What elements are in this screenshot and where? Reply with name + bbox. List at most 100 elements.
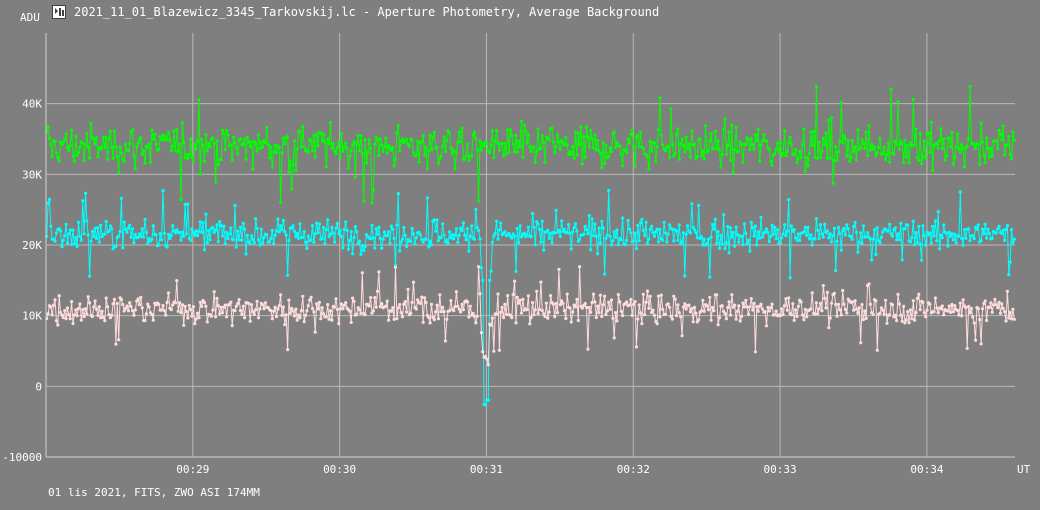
data-point <box>268 156 272 160</box>
data-point <box>540 219 544 223</box>
data-point <box>133 166 137 171</box>
data-point <box>897 238 902 242</box>
data-point <box>589 128 593 133</box>
data-point <box>983 161 987 165</box>
data-point <box>218 312 222 316</box>
data-point <box>712 309 716 313</box>
data-point <box>124 142 128 146</box>
data-point <box>205 241 209 245</box>
data-point <box>644 300 648 304</box>
data-point <box>650 224 654 228</box>
data-point <box>561 141 565 145</box>
data-point <box>723 247 727 251</box>
data-point <box>121 246 125 250</box>
data-point <box>250 140 254 144</box>
data-point <box>67 313 71 317</box>
data-point <box>150 237 154 241</box>
data-point <box>191 159 195 163</box>
data-point <box>398 249 402 253</box>
data-point <box>782 223 787 227</box>
data-point <box>349 230 353 234</box>
data-point <box>107 137 111 141</box>
data-point <box>411 280 416 284</box>
data-point <box>749 137 753 141</box>
data-point <box>850 300 854 304</box>
data-point <box>767 239 771 244</box>
data-point <box>78 145 82 149</box>
data-point <box>604 312 608 316</box>
data-point <box>119 196 123 200</box>
data-point <box>940 236 944 240</box>
data-point <box>782 129 787 133</box>
data-point <box>572 156 576 160</box>
data-point <box>387 230 391 234</box>
data-point <box>773 225 777 229</box>
data-point <box>489 143 493 148</box>
data-point <box>585 228 589 232</box>
data-point <box>792 153 796 157</box>
data-point <box>521 155 525 159</box>
data-point <box>980 140 985 144</box>
data-point <box>835 239 839 243</box>
data-point <box>859 341 863 345</box>
data-point <box>813 237 817 241</box>
data-point <box>60 245 64 249</box>
data-point <box>885 153 889 157</box>
data-point <box>679 315 683 319</box>
data-point <box>501 154 506 158</box>
data-point <box>875 348 879 352</box>
data-point <box>344 141 348 145</box>
data-point <box>291 224 295 228</box>
data-point <box>258 307 262 311</box>
data-point <box>198 172 202 176</box>
data-point <box>608 146 612 150</box>
data-point <box>320 237 324 241</box>
data-point <box>92 305 96 309</box>
data-point <box>139 234 143 238</box>
data-point <box>607 154 611 158</box>
data-point <box>683 150 687 154</box>
data-point <box>169 233 173 237</box>
data-point <box>800 313 805 317</box>
data-point <box>474 321 478 325</box>
data-point <box>389 224 393 228</box>
data-point <box>255 149 259 153</box>
data-point <box>733 244 737 248</box>
data-point <box>385 233 389 237</box>
data-point <box>636 223 640 227</box>
data-point <box>236 229 240 233</box>
data-point <box>751 308 755 312</box>
data-point <box>651 231 655 235</box>
data-point <box>961 298 965 302</box>
data-point <box>128 223 132 227</box>
data-point <box>144 312 148 316</box>
data-point <box>179 238 183 242</box>
data-point <box>54 231 59 235</box>
data-point <box>74 236 78 240</box>
data-point <box>324 315 328 319</box>
data-point <box>720 242 724 246</box>
data-point <box>500 141 504 146</box>
data-point <box>240 312 244 316</box>
data-point <box>176 309 180 313</box>
data-point <box>245 135 249 139</box>
data-point <box>913 243 917 247</box>
data-point <box>741 160 745 164</box>
data-point <box>623 148 627 152</box>
data-point <box>428 133 432 137</box>
data-point <box>658 227 662 232</box>
data-point <box>190 227 194 231</box>
data-point <box>392 317 396 321</box>
data-point <box>387 144 391 148</box>
data-point <box>863 309 867 313</box>
data-point <box>313 330 317 334</box>
data-point <box>713 217 717 221</box>
chart-series <box>45 84 1016 407</box>
data-point <box>677 157 681 161</box>
data-point <box>956 132 960 136</box>
data-point <box>193 142 197 146</box>
data-point <box>691 320 695 324</box>
data-point <box>838 232 842 236</box>
data-point <box>650 149 654 153</box>
data-point <box>807 237 812 241</box>
